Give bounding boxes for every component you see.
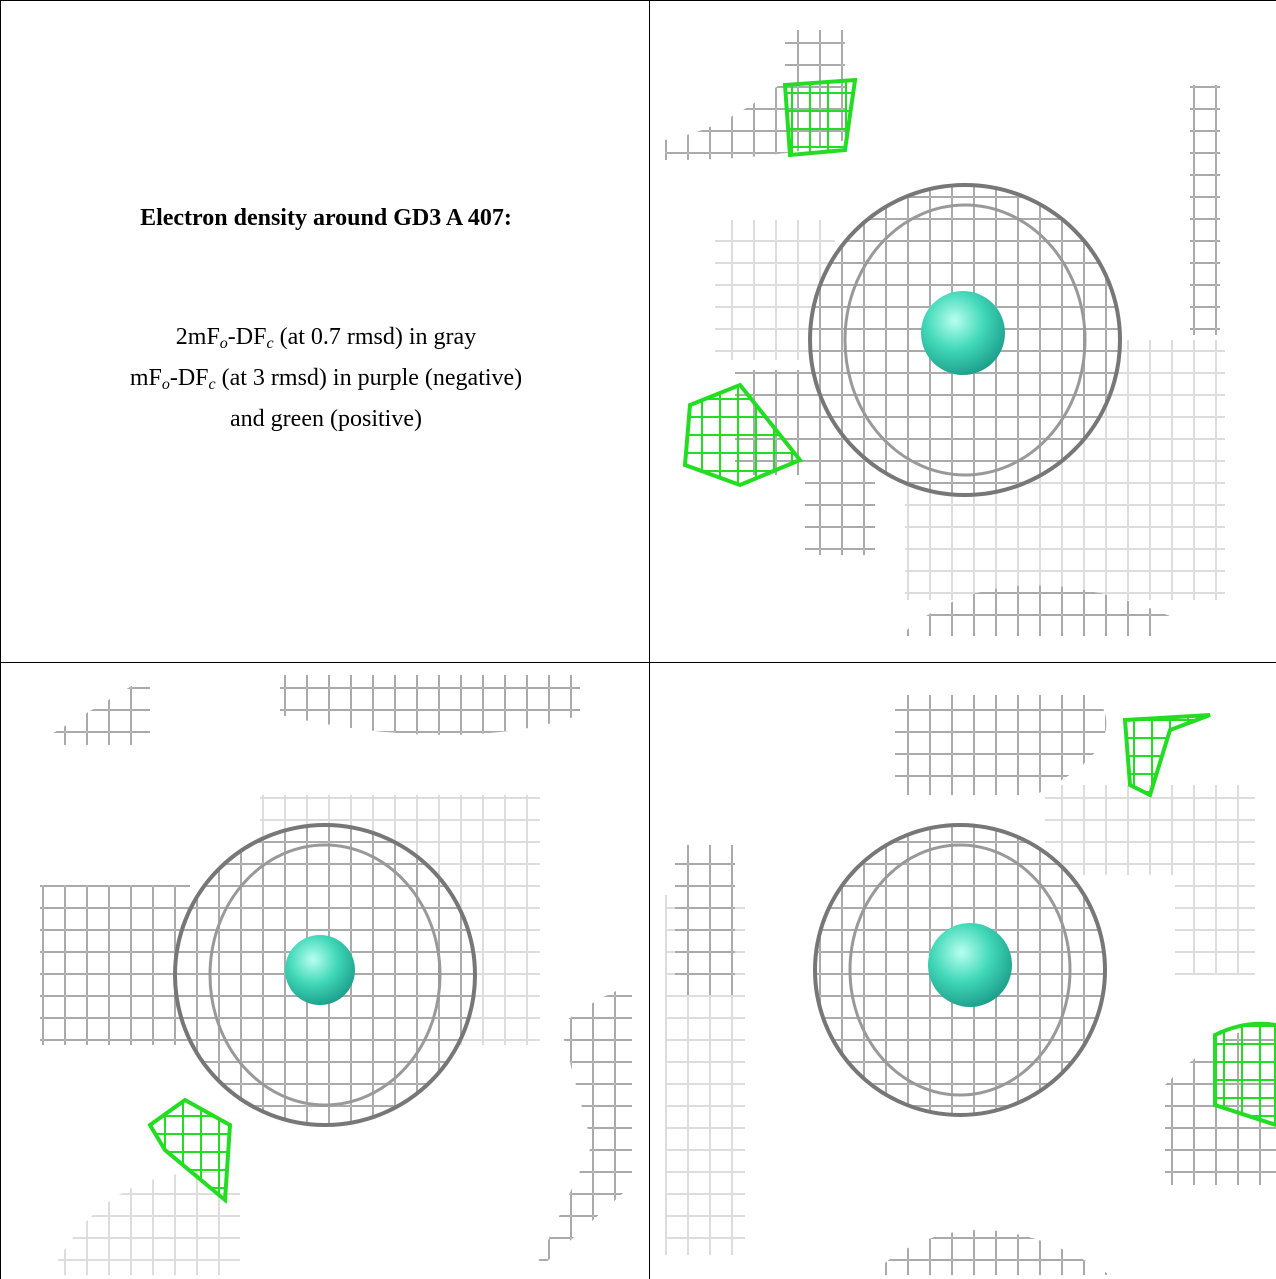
text: 2mF (175, 324, 220, 350)
green-mesh (1122, 713, 1211, 798)
atom (285, 935, 355, 1005)
subscript: c (208, 376, 216, 393)
atom (921, 291, 1005, 375)
subscript: o (219, 335, 228, 352)
text: mF (129, 365, 162, 391)
mesh (675, 845, 735, 995)
mesh-ring (208, 843, 442, 1107)
legend-line: mFo-DFc (at 3 rmsd) in purple (negative) (20, 361, 632, 402)
mesh (280, 675, 580, 735)
density-image (665, 30, 1225, 636)
mesh-ring (848, 843, 1072, 1097)
mesh (895, 695, 1107, 795)
mesh (532, 985, 632, 1275)
density-image (665, 695, 1276, 1275)
mesh-ring (843, 203, 1087, 477)
mesh (50, 1172, 240, 1275)
legend: 2mFo-DFc (at 0.7 rmsd) in gray mFo-DFc (a… (20, 320, 632, 437)
text: and green (positive) (230, 406, 422, 432)
text: (at 3 rmsd) in purple (negative) (215, 365, 523, 391)
density-image (40, 675, 632, 1275)
mesh (1190, 85, 1220, 335)
subscript: o (161, 376, 170, 393)
legend-line: and green (positive) (20, 402, 632, 437)
atom (928, 923, 1012, 1007)
mesh (40, 885, 190, 1045)
cell-divider (0, 662, 1276, 663)
mesh (900, 585, 1170, 636)
legend-line: 2mFo-DFc (at 0.7 rmsd) in gray (20, 320, 632, 361)
mesh (870, 1230, 1110, 1275)
title: Electron density around GD3 A 407: (140, 205, 512, 231)
text: (at 0.7 rmsd) in gray (273, 324, 477, 350)
green-mesh (782, 77, 858, 158)
text: -DF (227, 324, 267, 350)
green-mesh (1213, 1021, 1276, 1128)
green-mesh (682, 382, 804, 488)
green-mesh (147, 1097, 233, 1205)
subscript: c (266, 335, 274, 352)
mesh (50, 675, 150, 745)
mesh (715, 220, 835, 360)
mesh (1045, 785, 1255, 975)
text: -DF (169, 365, 209, 391)
cell-divider (649, 0, 650, 1279)
